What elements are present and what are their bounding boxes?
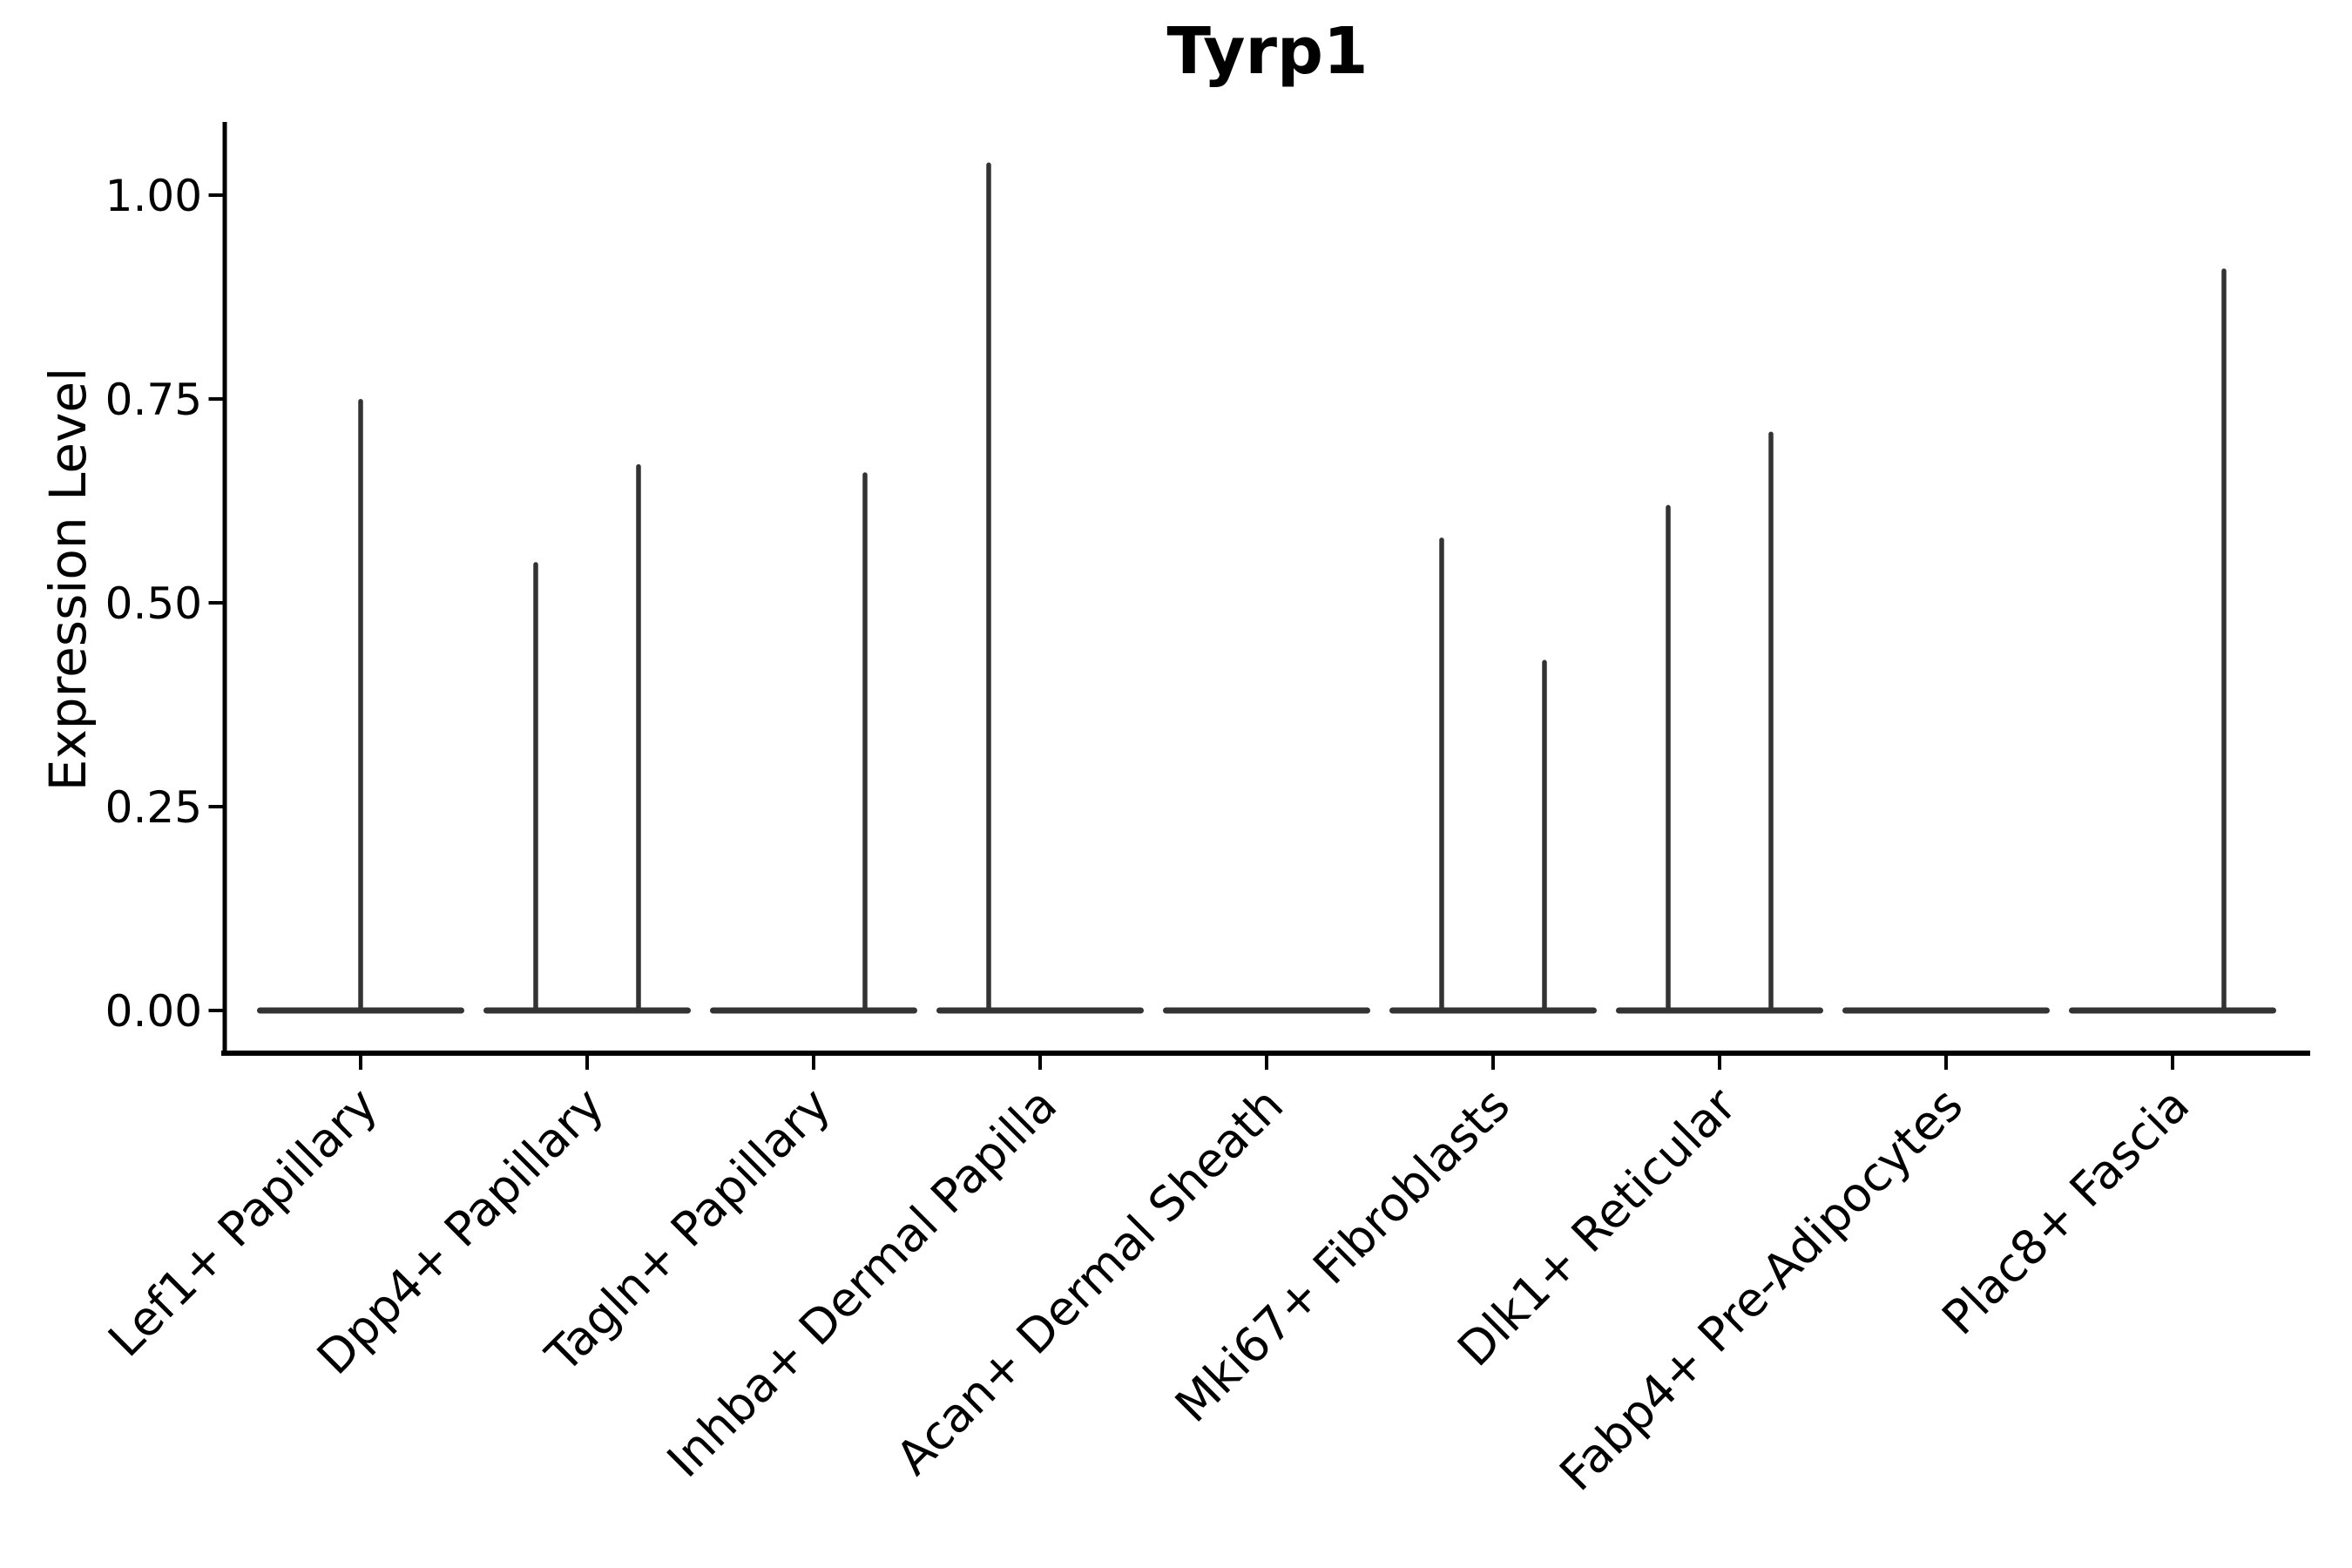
violin-baseline xyxy=(710,1007,917,1014)
violin-baseline xyxy=(1616,1007,1823,1014)
y-tick-label: 0.50 xyxy=(105,578,202,629)
y-tick-label: 1.00 xyxy=(105,171,202,221)
x-axis-spine xyxy=(221,1051,2310,1056)
violin-baseline xyxy=(2069,1007,2276,1014)
x-tick xyxy=(2171,1056,2174,1070)
violin-baseline xyxy=(1389,1007,1597,1014)
y-axis-spine xyxy=(222,122,227,1056)
y-tick-label: 0.25 xyxy=(105,782,202,833)
y-tick xyxy=(208,805,223,808)
violin-spike xyxy=(2221,268,2227,1014)
violin-baseline xyxy=(1842,1007,2050,1014)
violin-spike xyxy=(1542,659,1547,1014)
x-tick xyxy=(1944,1056,1948,1070)
violin-spike xyxy=(358,399,363,1014)
y-tick xyxy=(208,193,223,197)
x-tick xyxy=(1718,1056,1721,1070)
violin-baseline xyxy=(936,1007,1144,1014)
y-tick-label: 0.75 xyxy=(105,375,202,425)
x-tick xyxy=(1038,1056,1042,1070)
y-tick xyxy=(208,397,223,401)
violin-baseline xyxy=(1163,1007,1370,1014)
y-tick xyxy=(208,1009,223,1012)
violin-spike xyxy=(636,463,641,1014)
violin-spike xyxy=(1768,431,1774,1014)
chart-title: Tyrp1 xyxy=(1166,14,1369,89)
violin-spike xyxy=(1439,537,1444,1014)
x-tick-label: Acan+ Dermal Sheath xyxy=(886,1078,1294,1485)
violin-spike xyxy=(862,472,868,1014)
violin-spike xyxy=(533,562,538,1014)
x-tick xyxy=(1491,1056,1495,1070)
x-tick xyxy=(1265,1056,1268,1070)
x-tick-label: Inhba+ Dermal Papilla xyxy=(657,1078,1067,1488)
x-tick xyxy=(359,1056,362,1070)
x-tick-label: Plac8+ Fascia xyxy=(1931,1078,2200,1346)
violin-spike xyxy=(986,162,991,1014)
y-tick-label: 0.00 xyxy=(105,986,202,1037)
x-tick-label: Fabp4+ Pre-Adipocytes xyxy=(1549,1078,1973,1502)
x-tick xyxy=(585,1056,589,1070)
x-tick xyxy=(812,1056,815,1070)
violin-baseline xyxy=(483,1007,691,1014)
y-tick xyxy=(208,601,223,605)
violin-spike xyxy=(1666,504,1671,1014)
